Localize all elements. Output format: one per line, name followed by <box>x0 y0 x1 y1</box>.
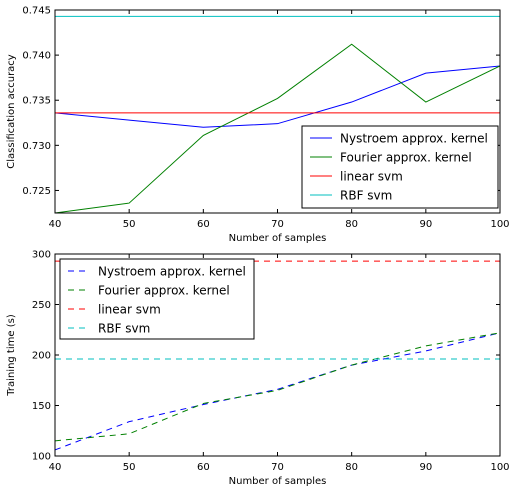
training-time-legend-label: Fourier approx. kernel <box>98 284 230 298</box>
training-time-x-tick-label: 50 <box>123 462 136 473</box>
training-time-x-tick-label: 80 <box>345 462 358 473</box>
accuracy-y-axis-label: Classification accuracy <box>6 54 17 169</box>
accuracy-y-tick-label: 0.725 <box>22 186 51 197</box>
training-time-legend: Nystroem approx. kernel Fourier approx. k… <box>59 258 255 340</box>
accuracy-y-tick-label: 0.740 <box>22 51 51 62</box>
training-time-x-tick-label: 60 <box>197 462 210 473</box>
accuracy-x-tick-label: 60 <box>197 219 210 230</box>
training-time-y-tick-label: 150 <box>32 401 51 412</box>
accuracy-x-tick-label: 100 <box>490 219 509 230</box>
accuracy-x-tick-label: 40 <box>49 219 62 230</box>
training-time-x-tick-label: 70 <box>271 462 284 473</box>
accuracy-chart: 40 50 60 70 80 90 100 0.725 0.730 0.735 0.740 0.745… <box>6 6 510 245</box>
training-time-y-axis-label: Training time (s) <box>6 314 17 397</box>
accuracy-x-tick-label: 70 <box>271 219 284 230</box>
training-time-legend-label: linear svm <box>98 303 161 317</box>
accuracy-legend-label: Fourier approx. kernel <box>340 151 472 165</box>
accuracy-series-nystroem-approx-kernel <box>55 65 500 128</box>
training-time-legend-label: Nystroem approx. kernel <box>98 265 246 279</box>
training-time-y-tick-label: 200 <box>32 351 51 362</box>
training-time-x-tick-label: 40 <box>49 462 62 473</box>
accuracy-legend-label: linear svm <box>340 170 403 184</box>
accuracy-legend: Nystroem approx. kernel Fourier approx. k… <box>301 125 499 209</box>
accuracy-x-tick-label: 80 <box>345 219 358 230</box>
training-time-x-tick-label: 100 <box>490 462 509 473</box>
training-time-series-nystroem-approx-kernel <box>55 332 500 451</box>
training-time-y-tick-label: 300 <box>32 250 51 261</box>
training-time-x-axis-label: Number of samples <box>229 476 327 487</box>
training-time-y-tick-label: 250 <box>32 300 51 311</box>
training-time-legend-label: RBF svm <box>98 322 150 336</box>
accuracy-x-tick-label: 50 <box>123 219 136 230</box>
accuracy-x-tick-label: 90 <box>419 219 432 230</box>
accuracy-legend-label: Nystroem approx. kernel <box>340 132 488 146</box>
training-time-y-tick-label: 100 <box>32 452 51 463</box>
accuracy-legend-label: RBF svm <box>340 189 392 203</box>
accuracy-y-tick-label: 0.745 <box>22 6 51 17</box>
training-time-chart: 40 50 60 70 80 90 100 100 150 200 250 300 Number of… <box>6 250 510 488</box>
accuracy-x-axis-label: Number of samples <box>229 233 327 244</box>
accuracy-y-tick-label: 0.730 <box>22 141 51 152</box>
accuracy-series-fourier-approx-kernel <box>55 43 500 213</box>
accuracy-y-tick-label: 0.735 <box>22 96 51 107</box>
training-time-x-tick-label: 90 <box>419 462 432 473</box>
